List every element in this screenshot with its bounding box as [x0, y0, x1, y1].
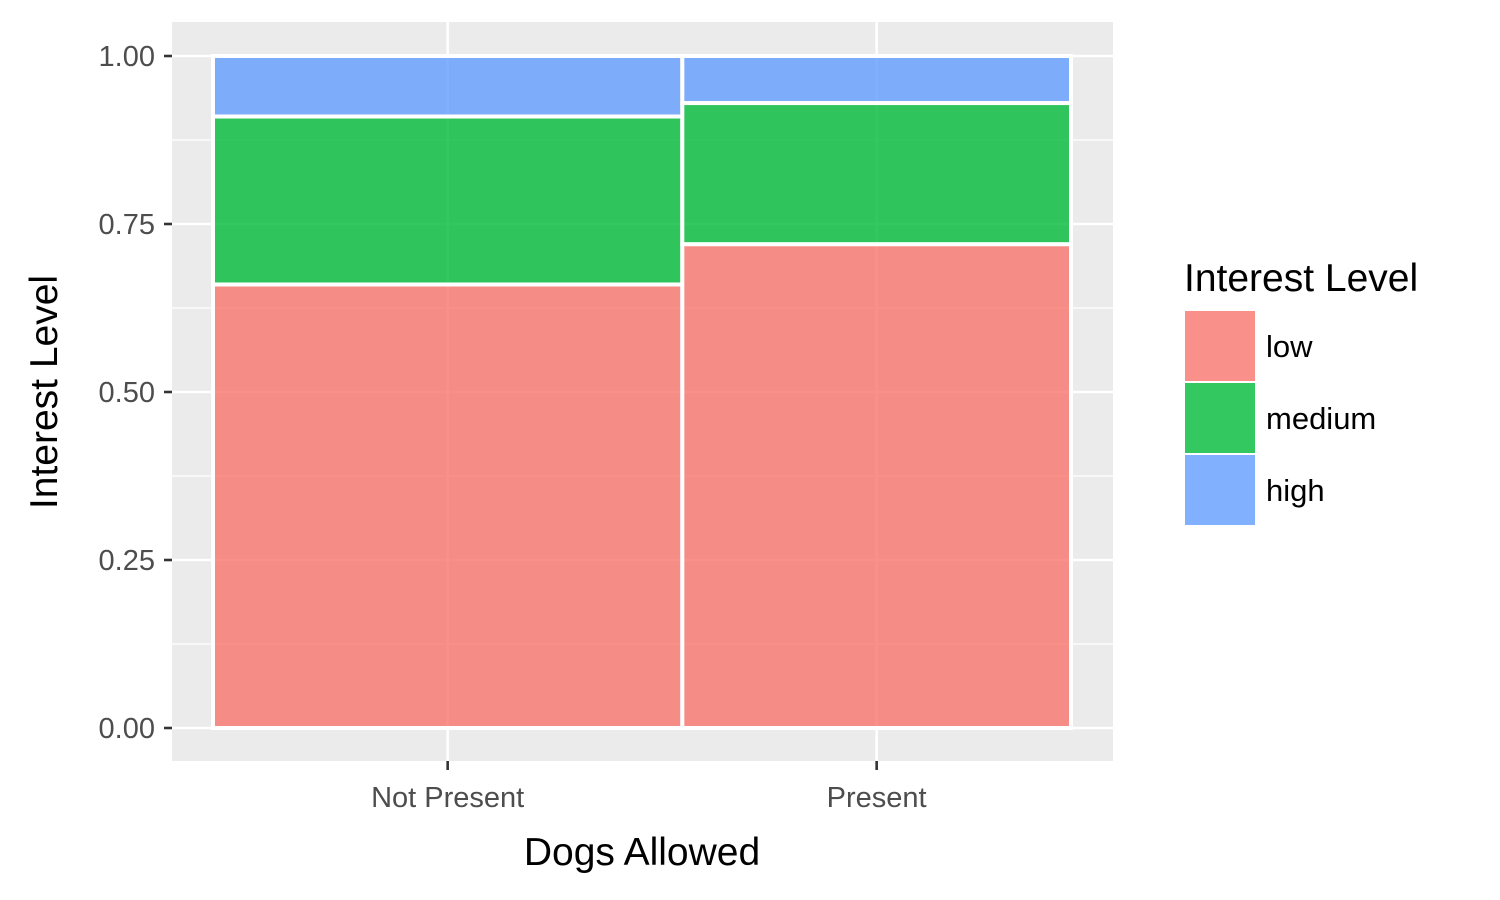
legend: low medium high [1183, 309, 1376, 527]
y-tick-label: 0.50 [99, 377, 155, 409]
x-tick-label: Not Present [371, 782, 524, 814]
y-tick-label: 0.75 [99, 209, 155, 241]
legend-key-medium [1183, 381, 1257, 455]
bar-high [211, 54, 685, 119]
x-axis-title: Dogs Allowed [524, 831, 760, 874]
y-axis: 0.00 0.25 0.50 0.75 1.00 [99, 41, 172, 745]
y-tick-label: 0.25 [99, 545, 155, 577]
legend-label-medium: medium [1266, 401, 1376, 436]
x-axis: Not Present Present [371, 761, 927, 814]
y-axis-title: Interest Level [23, 275, 66, 509]
bars [211, 54, 1073, 730]
x-tick-label: Present [827, 782, 927, 814]
y-tick-label: 0.00 [99, 713, 155, 745]
bar-medium [211, 114, 685, 287]
legend-key-high [1183, 453, 1257, 527]
y-tick-label: 1.00 [99, 41, 155, 73]
bar-low [211, 282, 685, 730]
legend-key-low [1183, 309, 1257, 383]
bar-medium [680, 101, 1073, 247]
legend-label-high: high [1266, 473, 1325, 508]
bar-high [680, 54, 1073, 106]
bar-low [680, 242, 1073, 730]
legend-label-low: low [1266, 329, 1313, 364]
legend-title: Interest Level [1184, 257, 1418, 300]
